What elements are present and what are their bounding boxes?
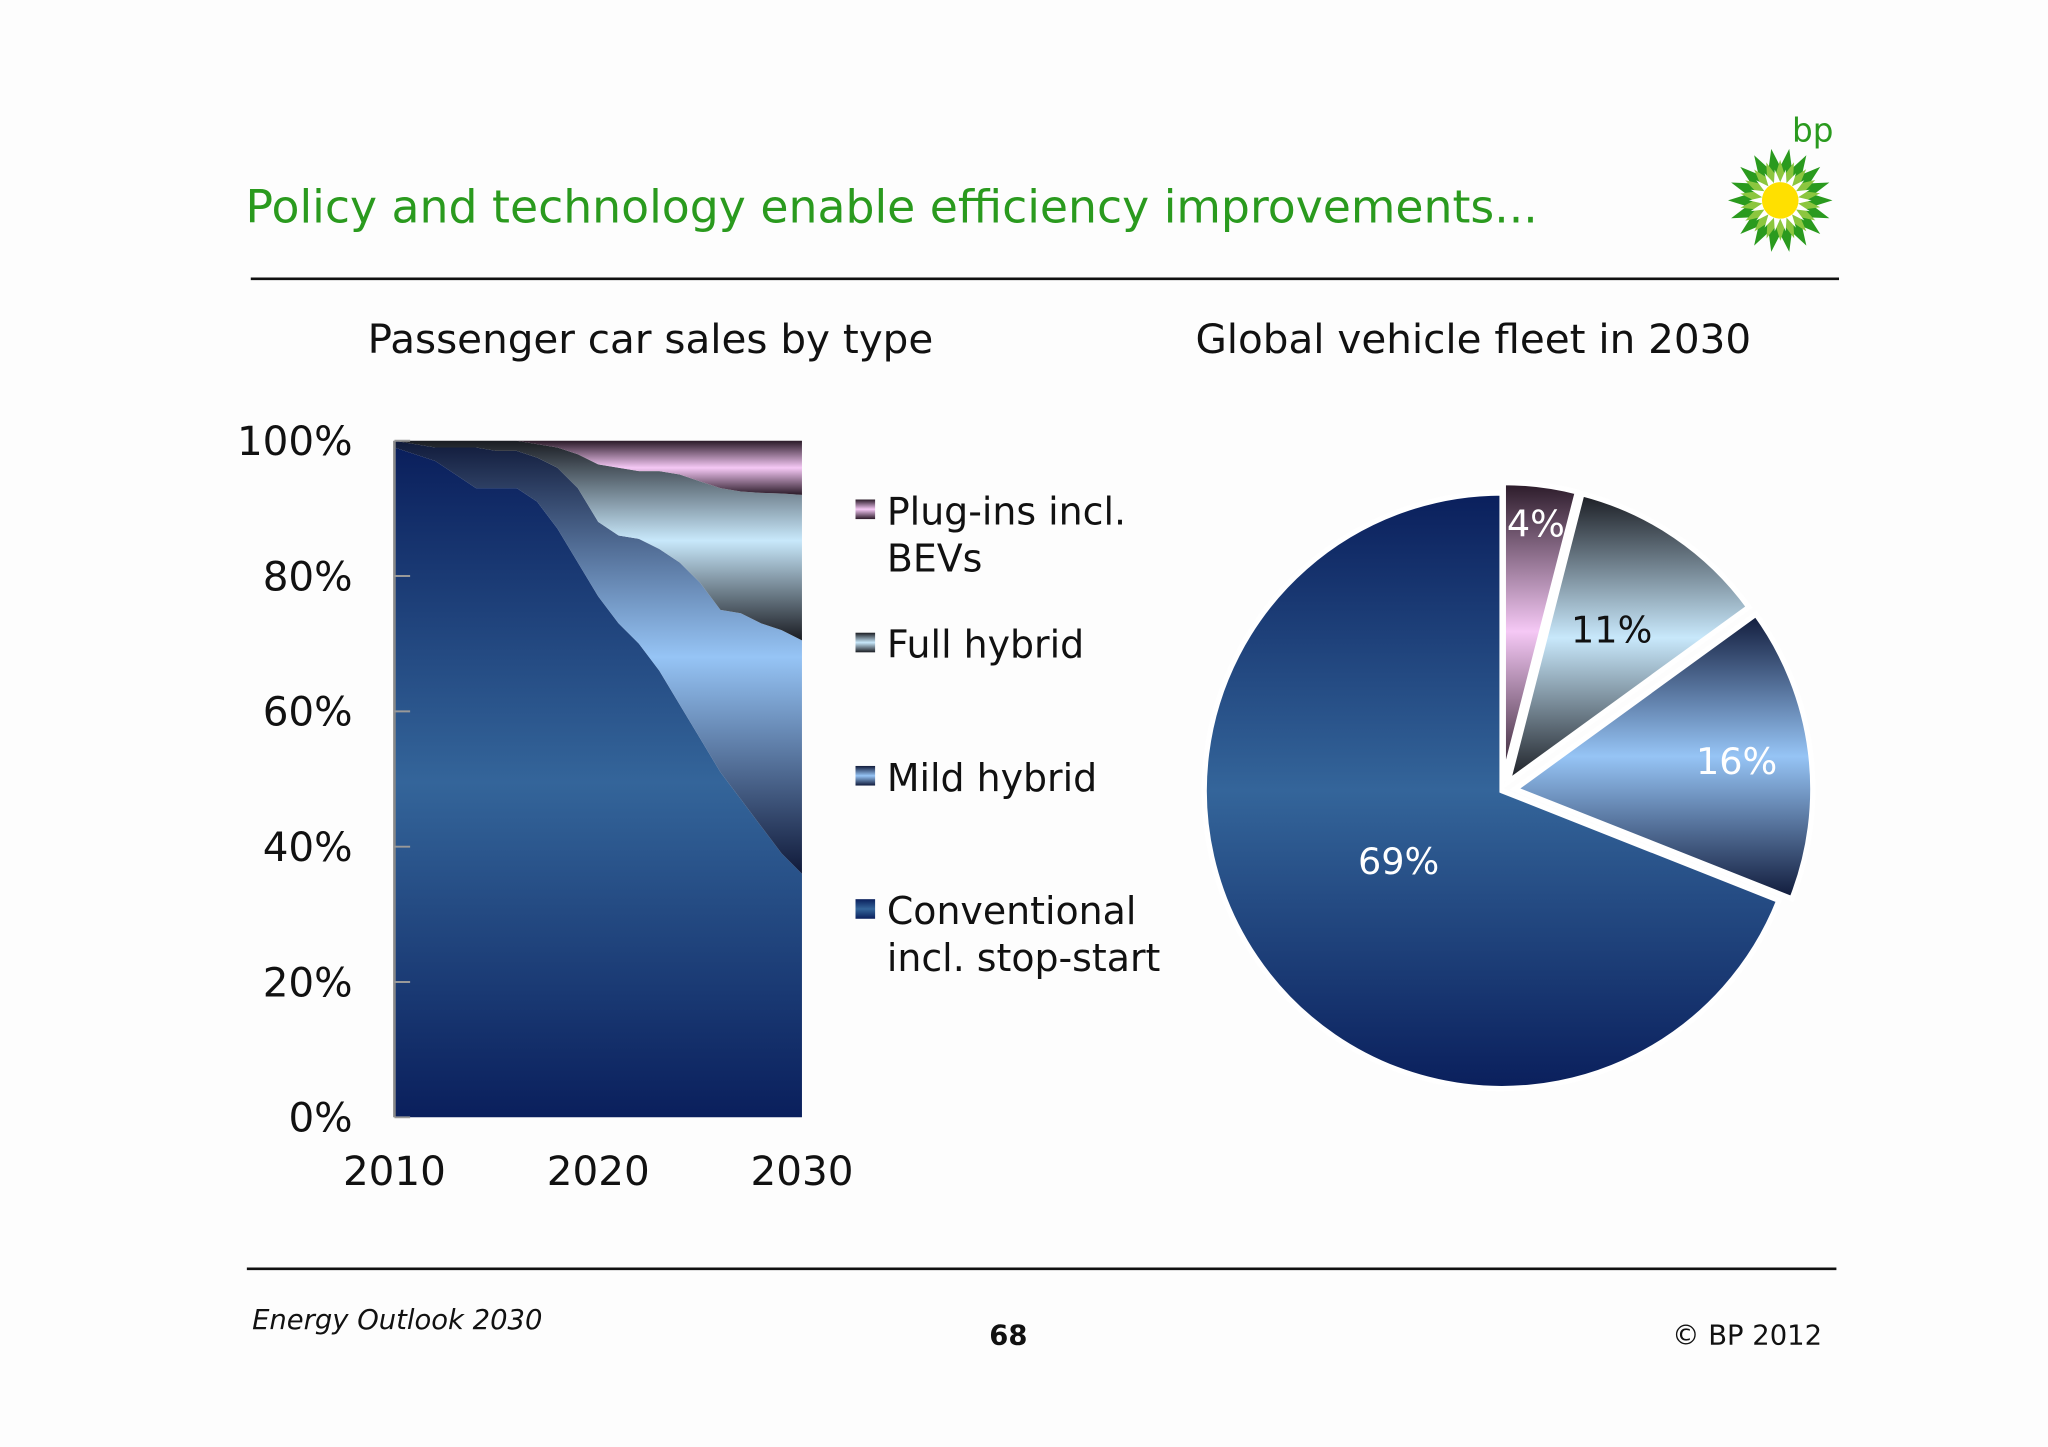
legend-swatch (855, 765, 876, 786)
y-tick-label: 100% (237, 417, 353, 465)
legend-item: Plug-ins incl.BEVs (855, 489, 1126, 580)
area-chart: 0% 20% 40% 60% 80% 100% 2010 2020 2030 (237, 417, 854, 1195)
x-tick-label: 2010 (343, 1147, 446, 1195)
legend-item: Full hybrid (855, 623, 1084, 667)
legend-label: incl. stop-start (887, 936, 1161, 980)
y-tick-label: 0% (288, 1094, 352, 1142)
legend-label: Full hybrid (887, 623, 1084, 667)
y-tick-label: 40% (263, 823, 353, 871)
pie-slice (1509, 610, 1816, 903)
legend-label: Plug-ins incl. (887, 489, 1126, 533)
slide-title: Policy and technology enable efficiency … (246, 181, 1538, 234)
y-tick-label: 80% (263, 552, 353, 600)
area-series-plug-ins-incl-bevs (394, 440, 802, 495)
bp-logo: bp (1728, 112, 1833, 252)
page-number: 68 (989, 1321, 1027, 1352)
legend-swatch (855, 899, 876, 919)
legend-label: BEVs (887, 536, 983, 580)
bp-logo-text: bp (1792, 112, 1833, 150)
helios-sun-icon (1728, 148, 1833, 252)
pie-slice (1201, 490, 1783, 1092)
logo-center (1761, 182, 1799, 219)
footer-publication: Energy Outlook 2030 (252, 1305, 542, 1336)
area-series-conventional-incl-stop-start (394, 447, 802, 1118)
legend-item: Mild hybrid (855, 756, 1097, 800)
legend-label: Mild hybrid (887, 756, 1097, 800)
y-tick-label: 20% (263, 958, 353, 1006)
area-chart-title: Passenger car sales by type (368, 315, 934, 363)
pie-slice (1503, 490, 1753, 789)
pie-slice-label: 69% (1358, 840, 1439, 883)
copyright: © BP 2012 (1672, 1321, 1822, 1352)
area-series-full-hybrid (394, 440, 802, 641)
pie-slice (1500, 479, 1581, 782)
pie-chart: 4% 11% 16% 69% (1201, 479, 1816, 1092)
pie-slice-label: 16% (1696, 740, 1777, 783)
pie-slice-label: 4% (1507, 502, 1565, 545)
legend-swatch (855, 632, 876, 653)
x-tick-label: 2020 (547, 1147, 650, 1195)
pie-slice-label: 11% (1571, 608, 1652, 651)
area-chart-legend: Plug-ins incl.BEVs Full hybrid Mild hybrid… (855, 489, 1161, 980)
y-tick-label: 60% (263, 688, 353, 736)
area-series-mild-hybrid (394, 440, 802, 874)
pie-chart-title: Global vehicle fleet in 2030 (1195, 315, 1751, 363)
legend-swatch (855, 499, 876, 520)
x-tick-label: 2030 (750, 1147, 853, 1195)
legend-label: Conventional (887, 889, 1137, 933)
